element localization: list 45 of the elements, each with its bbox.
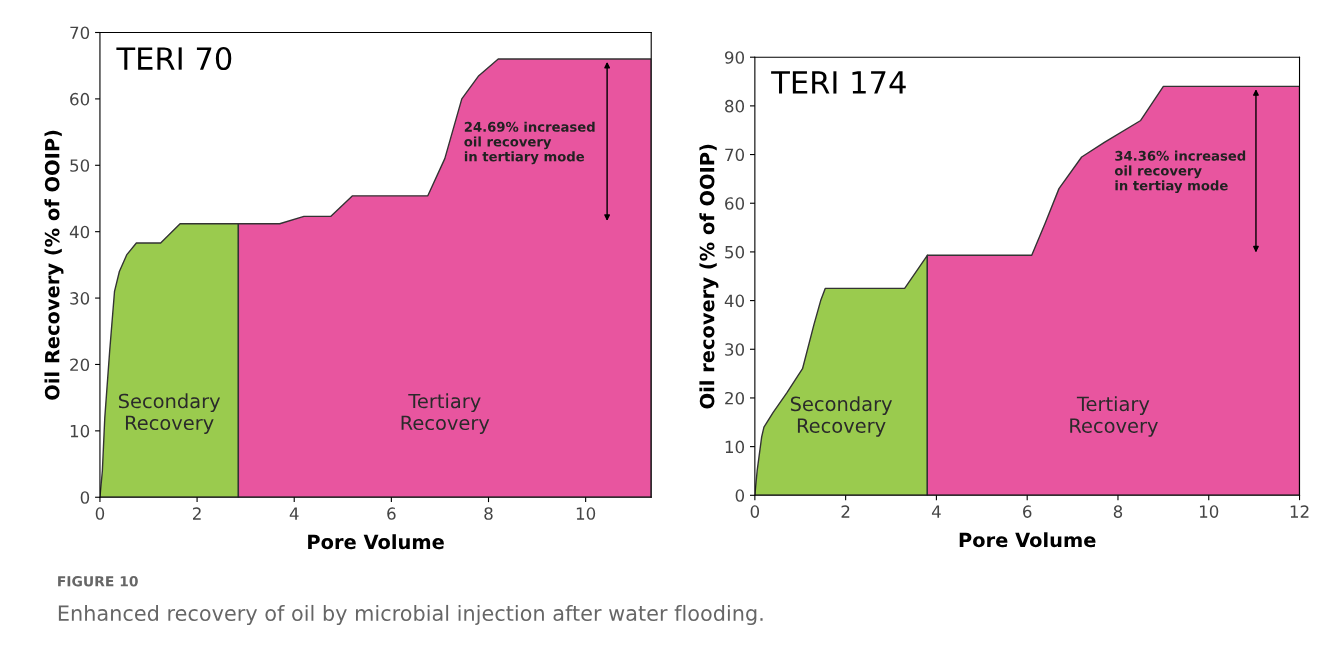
y-tick-label: 10 — [70, 424, 90, 438]
y-axis-title: Oil Recovery (% of OOIP) — [44, 130, 64, 400]
x-tick-label: 8 — [484, 507, 493, 520]
x-axis-title: Pore Volume — [959, 532, 1096, 548]
x-tick-label: 4 — [931, 505, 941, 518]
x-tick-label: 0 — [750, 505, 760, 518]
series-label: Tertiary Recovery — [401, 393, 490, 434]
x-tick-label: 2 — [841, 505, 850, 518]
series-label: Secondary Recovery — [790, 396, 893, 437]
y-tick-label: 90 — [724, 51, 745, 64]
x-tick-label: 6 — [387, 507, 396, 520]
x-tick-label: 12 — [1290, 505, 1309, 518]
y-axis-title: Oil recovery (% of OOIP) — [699, 144, 719, 409]
y-tick-label: 40 — [724, 294, 745, 308]
x-tick-label: 8 — [1113, 505, 1123, 518]
y-tick-label: 0 — [735, 489, 745, 502]
y-tick-label: 20 — [725, 391, 745, 405]
y-tick-label: 0 — [80, 491, 90, 504]
y-tick-label: 20 — [70, 358, 90, 372]
x-tick-label: 10 — [1199, 505, 1219, 518]
text: Enhanced recovery of oil by microbial injection after water flooding. — [58, 604, 763, 626]
x-tick-label: 10 — [576, 507, 596, 520]
x-tick-label: 0 — [95, 507, 105, 520]
chart-title: TERI 174 — [771, 71, 906, 94]
y-tick-label: 40 — [69, 225, 90, 239]
series-label: Tertiary Recovery — [1070, 396, 1158, 437]
y-tick-label: 70 — [725, 148, 745, 162]
annotation: 34.36% increased oil recovery in tertiay mode — [1114, 150, 1246, 194]
caption: FIGURE 10 — [58, 575, 138, 587]
chart-title: TERI 70 — [116, 46, 232, 71]
y-tick-label: 30 — [725, 343, 745, 356]
x-tick-label: 6 — [1023, 505, 1032, 518]
y-tick-label: 50 — [70, 159, 90, 172]
y-tick-label: 60 — [70, 92, 90, 106]
y-tick-label: 30 — [70, 292, 90, 305]
y-tick-label: 10 — [725, 440, 745, 454]
x-tick-label: 4 — [289, 507, 299, 520]
x-axis-title: Pore Volume — [308, 534, 444, 550]
y-tick-label: 60 — [725, 197, 745, 210]
series-label: Secondary Recovery — [118, 393, 221, 434]
x-tick-label: 2 — [193, 507, 201, 520]
y-tick-label: 50 — [725, 245, 745, 259]
annotation: 24.69% increased oil recovery in tertiary mode — [464, 121, 595, 165]
y-tick-label: 70 — [70, 26, 90, 40]
y-tick-label: 80 — [725, 99, 745, 113]
